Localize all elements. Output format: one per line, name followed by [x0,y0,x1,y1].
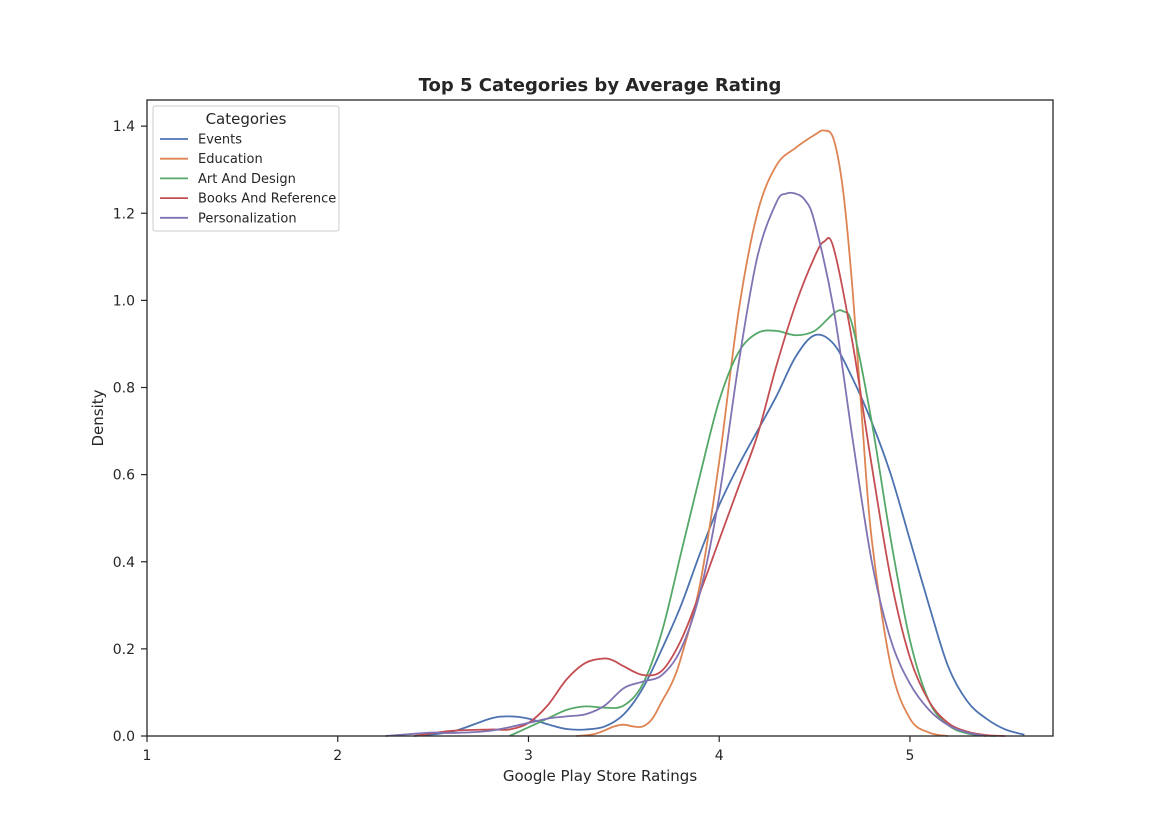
y-tick-label: 0.8 [113,381,135,397]
chart-title: Top 5 Categories by Average Rating [419,75,782,96]
x-axis-label: Google Play Store Ratings [503,767,697,785]
legend-label-education: Education [198,152,263,167]
y-tick-label: 1.0 [113,293,135,309]
series-line-books-and-reference [413,237,1006,737]
axis-ticks: 1 2 3 4 5 0.0 0.2 0.4 0.6 0.8 1.0 1.2 1.4 [113,119,915,764]
series-line-events [413,333,1025,737]
legend: Categories Events Education Art And Design… [152,105,340,232]
x-tick-label: 3 [524,748,533,764]
y-tick-label: 0.2 [113,642,135,658]
legend-label-personalization: Personalization [198,211,297,226]
series-line-personalization [385,191,987,737]
legend-box [152,105,340,232]
legend-title: Categories [206,110,287,128]
y-tick-label: 1.2 [113,206,135,222]
x-tick-label: 5 [905,748,914,764]
legend-label-art-and-design: Art And Design [198,172,296,187]
y-tick-label: 0.4 [113,555,135,571]
legend-label-events: Events [198,133,242,148]
series-lines [385,129,1025,737]
y-tick-label: 0.0 [113,729,135,745]
legend-label-books-and-reference: Books And Reference [198,192,336,207]
x-tick-label: 4 [715,748,724,764]
plot-frame [146,99,1054,737]
y-tick-label: 1.4 [113,119,135,135]
y-tick-label: 0.6 [113,468,135,484]
x-tick-label: 1 [143,748,152,764]
series-line-education [576,129,949,737]
y-axis-label: Density [89,389,107,446]
x-tick-label: 2 [333,748,342,764]
